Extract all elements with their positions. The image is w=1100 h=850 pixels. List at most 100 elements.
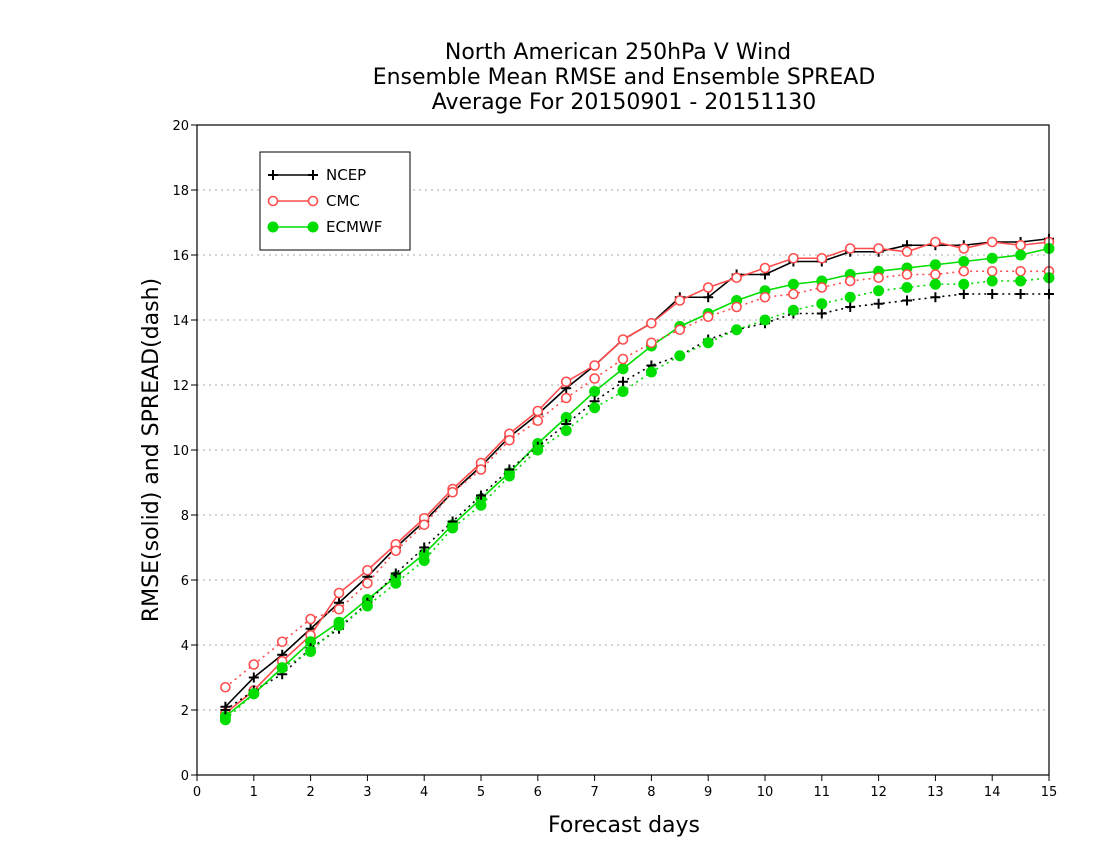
point-ecmwf-spread-9 (475, 499, 487, 511)
point-ecmwf-spread-5 (361, 600, 373, 612)
series-cmc-rmse (220, 236, 1055, 719)
point-cmc-rmse-13 (589, 360, 600, 371)
point-cmc-spread-23 (873, 272, 884, 284)
point-cmc-spread-14 (617, 353, 629, 365)
point-cmc-rmse-11 (532, 405, 544, 417)
chart-title-line-2: Ensemble Mean RMSE and Ensemble SPREAD (373, 65, 876, 90)
series-cmc-spread (220, 265, 1055, 693)
point-ncep-spread-9 (476, 490, 486, 501)
point-cmc-spread-16 (674, 324, 686, 336)
point-cmc-spread-17 (702, 311, 714, 323)
point-ecmwf-spread-20 (787, 304, 799, 316)
x-tick-label-2: 2 (306, 785, 314, 800)
series-ncep-spread (220, 289, 1054, 715)
point-cmc-spread-4 (333, 603, 345, 615)
point-ncep-spread-21 (816, 308, 827, 319)
point-ecmwf-spread-19 (759, 314, 771, 326)
point-ecmwf-rmse-20 (787, 278, 799, 290)
legend-label-ncep: NCEP (326, 166, 366, 184)
legend-marker-left-cmc (267, 195, 279, 207)
point-cmc-spread-12 (560, 392, 572, 404)
series-ecmwf-rmse (219, 243, 1055, 722)
point-ncep-spread-22 (845, 302, 856, 312)
point-cmc-spread-27 (986, 265, 998, 277)
point-ncep-rmse-17 (703, 292, 714, 303)
x-tick-label-7: 7 (590, 785, 598, 800)
point-ncep-rmse-1 (248, 672, 259, 683)
point-cmc-spread-13 (589, 373, 600, 384)
legend-marker-right-ecmwf (307, 221, 319, 233)
y-tick-label-20: 20 (172, 119, 189, 134)
y-tick-label-8: 8 (181, 509, 189, 524)
x-tick-label-4: 4 (420, 785, 428, 800)
legend-marker-left-ncep (268, 170, 278, 180)
legend-marker-right-ncep (308, 170, 318, 180)
point-cmc-rmse-16 (674, 295, 686, 306)
legend-label-ecmwf: ECMWF (326, 218, 382, 236)
point-cmc-spread-21 (816, 282, 828, 293)
point-cmc-spread-11 (532, 415, 544, 427)
point-cmc-spread-26 (958, 265, 970, 277)
point-cmc-spread-8 (447, 486, 458, 498)
point-cmc-spread-22 (844, 275, 856, 287)
y-tick-label-18: 18 (172, 184, 189, 199)
point-ecmwf-rmse-25 (929, 259, 941, 271)
point-ecmwf-rmse-28 (1015, 249, 1027, 261)
point-cmc-rmse-25 (930, 236, 941, 248)
x-tick-label-15: 15 (1041, 785, 1058, 800)
point-cmc-spread-20 (788, 288, 799, 300)
point-ecmwf-spread-4 (333, 620, 345, 631)
y-tick-label-16: 16 (172, 249, 189, 264)
point-ecmwf-spread-24 (901, 282, 913, 293)
point-cmc-spread-18 (731, 301, 742, 313)
x-tick-label-14: 14 (984, 785, 1001, 800)
legend-marker-right-cmc (307, 195, 319, 207)
x-tick-label-6: 6 (534, 785, 542, 800)
point-ecmwf-spread-8 (447, 522, 459, 534)
point-cmc-spread-0 (220, 681, 231, 693)
point-cmc-spread-28 (1015, 265, 1026, 277)
legend: NCEP CMC ECMWF (259, 151, 411, 251)
point-ncep-spread-6 (390, 568, 401, 579)
point-cmc-spread-15 (646, 337, 657, 349)
point-cmc-spread-25 (930, 269, 941, 280)
point-ecmwf-spread-25 (929, 278, 941, 290)
point-cmc-rmse-15 (646, 317, 657, 329)
point-ecmwf-rmse-26 (958, 256, 970, 267)
y-tick-label-12: 12 (172, 379, 189, 394)
point-ncep-spread-27 (987, 289, 998, 299)
point-ecmwf-spread-18 (731, 324, 743, 336)
point-cmc-rmse-20 (788, 252, 799, 264)
point-ncep-spread-24 (902, 295, 912, 306)
legend-marker-left-ecmwf (267, 221, 279, 233)
series-ecmwf-spread (219, 272, 1055, 726)
point-ecmwf-spread-2 (276, 662, 288, 674)
series-line-cmc-rmse (224, 241, 1050, 714)
point-ecmwf-spread-12 (560, 425, 572, 436)
point-ecmwf-spread-11 (532, 444, 544, 456)
x-tick-label-9: 9 (704, 785, 712, 800)
point-ncep-spread-28 (1015, 289, 1026, 299)
point-ecmwf-rmse-27 (986, 252, 998, 264)
point-cmc-rmse-14 (617, 334, 629, 345)
point-cmc-rmse-19 (759, 262, 771, 274)
point-cmc-rmse-17 (702, 282, 714, 293)
legend-label-cmc: CMC (326, 192, 360, 210)
y-tick-label-6: 6 (181, 574, 189, 589)
point-cmc-rmse-4 (333, 587, 345, 599)
point-cmc-spread-6 (390, 545, 402, 557)
point-ecmwf-spread-7 (418, 555, 430, 566)
point-ecmwf-spread-22 (844, 291, 856, 303)
point-ecmwf-rmse-13 (589, 386, 601, 397)
x-tick-label-8: 8 (647, 785, 655, 800)
series-line-cmc-spread (224, 270, 1049, 688)
point-ncep-spread-7 (419, 542, 430, 553)
point-cmc-spread-10 (504, 434, 515, 446)
x-tick-label-13: 13 (927, 785, 944, 800)
point-cmc-rmse-12 (560, 376, 572, 388)
point-ecmwf-spread-1 (248, 688, 260, 700)
series-ncep-rmse (220, 233, 1054, 712)
point-cmc-spread-3 (305, 613, 316, 625)
